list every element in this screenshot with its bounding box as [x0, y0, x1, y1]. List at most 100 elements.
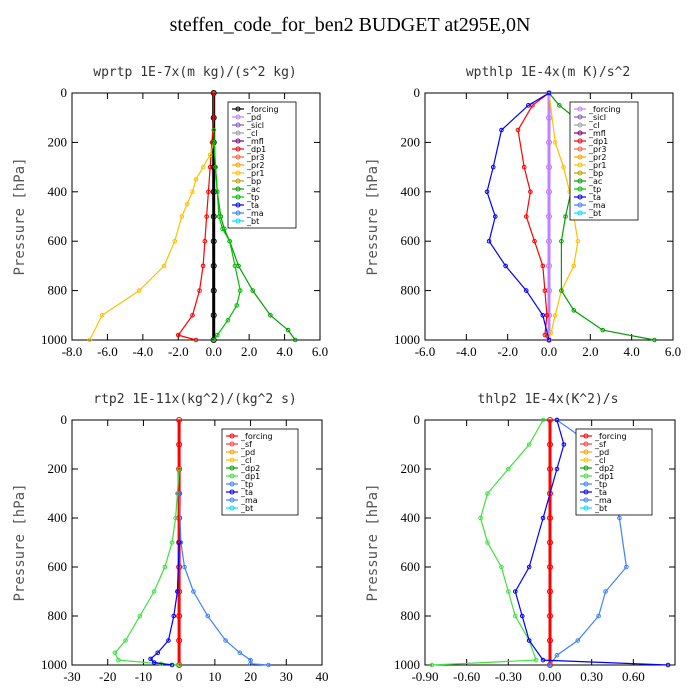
series-line-dp1: [517, 92, 550, 341]
data-point: [526, 564, 532, 570]
data-point: [571, 263, 577, 269]
data-point: [99, 313, 105, 318]
data-point: [148, 656, 153, 662]
data-point: [554, 466, 560, 472]
data-point: [178, 540, 184, 545]
data-point: [546, 90, 552, 96]
x-tick-label: 2.0: [241, 344, 257, 359]
y-tick-label: 400: [401, 184, 421, 199]
legend-marker: [235, 154, 241, 160]
legend-label: _dp1: [246, 145, 266, 154]
data-point: [234, 303, 240, 308]
data-point: [292, 337, 298, 343]
x-tick-label: -20: [99, 669, 116, 684]
y-tick-label: 800: [48, 283, 68, 298]
data-point: [540, 263, 546, 269]
data-point: [237, 288, 243, 293]
x-tick-label: 4.0: [276, 344, 292, 359]
y-tick-label: 0: [61, 412, 68, 427]
data-point: [571, 308, 577, 313]
legend-marker: [583, 489, 589, 495]
data-point: [190, 313, 195, 318]
y-tick-label: 600: [401, 233, 421, 248]
data-point: [200, 164, 206, 170]
data-point: [559, 288, 564, 293]
y-tick-label: 400: [48, 184, 68, 199]
series-line-pr1: [548, 92, 579, 341]
data-point: [485, 491, 490, 496]
data-point: [490, 164, 496, 170]
data-point: [557, 103, 562, 108]
legend-marker: [235, 186, 241, 192]
y-axis-label: Pressure [hPa]: [12, 483, 28, 601]
data-point: [547, 441, 553, 448]
data-point: [206, 189, 211, 195]
legend-marker: [583, 481, 589, 487]
x-tick-label: 6.0: [312, 344, 328, 359]
legend-marker: [235, 194, 241, 200]
y-tick-label: 200: [401, 461, 421, 476]
legend-label: _tp: [594, 480, 607, 489]
data-point: [176, 637, 183, 644]
data-point: [207, 152, 213, 158]
legend-marker: [229, 505, 235, 511]
data-point: [547, 466, 553, 472]
series-line-dp1: [177, 93, 215, 341]
data-point: [116, 657, 121, 663]
x-tick-label: 0.30: [580, 669, 603, 684]
y-tick-label: 800: [48, 608, 68, 623]
data-point: [225, 317, 231, 323]
legend-label: _tp: [246, 193, 259, 202]
y-tick-label: 600: [48, 559, 68, 574]
legend-box: [221, 428, 299, 516]
data-point: [665, 662, 671, 668]
data-point: [161, 263, 167, 269]
legend-marker: [577, 154, 583, 160]
data-point: [176, 588, 183, 595]
legend-marker: [235, 114, 241, 120]
data-point: [248, 661, 253, 667]
legend-marker: [583, 449, 589, 455]
data-point: [237, 650, 243, 656]
data-point: [191, 589, 196, 594]
data-point: [523, 214, 529, 219]
data-point: [190, 189, 195, 195]
legend-label: _forcing: [594, 432, 627, 441]
y-tick-label: 0: [414, 85, 421, 100]
data-point: [540, 417, 546, 423]
legend-marker: [235, 178, 241, 184]
data-point: [250, 288, 255, 293]
data-point: [523, 288, 529, 293]
series-line-ta: [149, 542, 180, 666]
legend-marker: [577, 210, 583, 216]
data-point: [521, 164, 527, 170]
data-point: [213, 164, 218, 170]
data-point: [210, 213, 217, 220]
data-point: [485, 540, 490, 545]
legend-marker: [577, 114, 583, 120]
data-point: [155, 650, 161, 656]
x-tick-label: 2.0: [582, 344, 598, 359]
data-point: [546, 188, 552, 195]
legend-label: _bp: [246, 177, 261, 186]
data-point: [211, 127, 217, 133]
legend-label: _dp2: [240, 464, 260, 473]
legend-label: _dp1: [240, 472, 260, 481]
data-point: [210, 287, 217, 294]
legend-label: _ac: [588, 177, 602, 186]
legend-label: _pr1: [246, 169, 264, 178]
data-point: [546, 139, 552, 146]
y-tick-label: 600: [401, 559, 421, 574]
legend-marker: [229, 457, 235, 463]
data-point: [547, 564, 553, 570]
legend-marker: [577, 122, 583, 128]
data-point: [210, 164, 217, 171]
x-tick-label: 0.0: [541, 344, 557, 359]
legend-label: _pd: [240, 448, 255, 457]
data-point: [519, 613, 525, 619]
x-tick-label: 10: [208, 669, 221, 684]
legend-label: _ta: [588, 193, 601, 202]
x-tick-label: 0.0: [206, 344, 222, 359]
data-point: [546, 337, 552, 343]
data-point: [175, 332, 181, 338]
